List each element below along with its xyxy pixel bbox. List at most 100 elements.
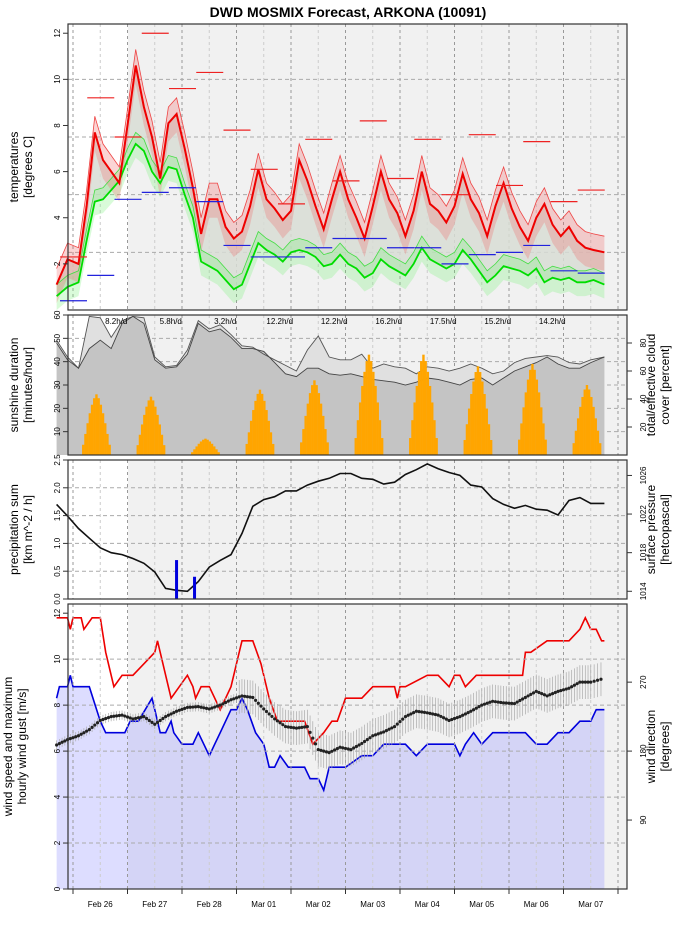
wind-direction-point [382,730,386,734]
precipitation-bar [175,560,179,599]
cloud-axis-title: total/effective cloud cover [percent] [644,334,672,437]
sunshine-bar [472,381,475,455]
sunshine-bar [524,392,528,455]
wind-direction-point [90,725,94,729]
wind-direction-point [561,688,566,692]
sunshine-bar [426,371,430,455]
sunshine-bar [215,449,218,455]
y-tick-label: 1.0 [53,537,62,549]
wind-direction-point [115,714,119,718]
sunshine-bar [520,423,523,455]
temperature-upper-line [56,49,605,269]
x-tick-label: Feb 26 [88,900,113,909]
x-tick-label: Mar 06 [524,900,549,909]
wind-direction-point [123,714,127,718]
wind-direction-point [452,716,457,721]
chart-title: DWD MOSMIX Forecast, ARKONA (10091) [210,4,487,20]
wind-direction-point [224,700,228,705]
sunshine-bar [256,393,259,455]
y-tick-label: 1014 [639,582,648,600]
wind-direction-point [458,715,462,719]
sunshine-bar [160,434,164,455]
wind-direction-point [172,710,176,715]
sunshine-axis-title: sunshine duration [minutes/hour] [7,338,35,433]
wind-direction-point [79,732,83,736]
sunshine-bar [409,438,412,455]
sunshine-bar [269,432,273,455]
wind-direction-axis-title: wind direction [degrees] [644,710,672,784]
sunshine-bar [140,424,144,455]
pressure-axis-title-line: surface pressure [644,484,658,574]
wind-direction-point [74,735,78,739]
wind-direction-point [564,687,568,691]
y-tick-label: 10 [53,654,62,663]
wind-direction-point [425,711,429,715]
wind-direction-point [270,714,274,719]
wind-direction-point [194,705,198,709]
wind-direction-point [542,693,547,697]
wind-direction-point [234,696,239,700]
sunshine-bar [483,393,486,455]
sunshine-bar [376,402,379,455]
wind-direction-point [174,709,179,713]
cloud-panel-y-axis: 20 40 60 80 [627,338,648,431]
effective-cloud-line [56,315,605,386]
wind-direction-point [240,694,244,698]
wind-direction-point [164,715,168,719]
pressure-axis-title: surface pressure [hetcopascal] [644,484,672,574]
wind-axis-title-line: hourly wind gust [m/s] [15,688,29,804]
wind-panel-background [68,604,627,889]
sunshine-bar [271,443,275,455]
x-tick-label: Mar 05 [469,900,494,909]
y-tick-label: 1022 [639,505,648,523]
wind-direction-point [343,746,348,751]
day-shading [346,604,455,889]
wind-direction-point [202,706,206,710]
precipitation-panel-grid [68,460,627,599]
wind-direction-point [575,682,579,686]
wind-direction-point [283,724,288,729]
wind-direction-point [387,727,391,731]
y-tick-label: 90 [639,815,648,824]
wind-direction-point [599,677,603,681]
sunshine-daily-label: 17.5h/d [430,317,457,326]
sunshine-bar [374,385,377,455]
wind-direction-point [226,699,230,703]
wind-direction-point [311,736,315,740]
sunshine-bar [247,432,251,455]
wind-direction-point [292,726,296,730]
sunshine-bar [213,446,216,455]
pressure-panel-y-axis: 1014 1018 1022 1026 [627,466,648,600]
wind-direction-point [131,717,135,721]
y-tick-label: 2 [53,261,62,266]
sunshine-bar [537,392,541,455]
wind-direction-point [548,693,552,697]
sunshine-bar [581,396,584,455]
wind-direction-point [556,689,560,693]
sunshine-bar [249,420,253,455]
sunshine-bar [433,420,436,455]
sunshine-panel-y-axis: 10 20 30 40 50 60 [53,310,68,436]
sunshine-bar [306,403,310,455]
wind-direction-point [57,742,61,746]
wind-direction-point [572,683,577,687]
wind-direction-point [461,713,465,717]
temperature-panel-y-axis: 2 4 6 8 10 12 [53,28,68,266]
wind-speed-area [56,675,605,889]
sunshine-daily-label: 14.2h/d [539,317,566,326]
sunshine-bar [145,406,148,455]
wind-direction-point [373,733,378,737]
wind-direction-point [251,695,255,700]
sunshine-bar [193,449,196,455]
sunshine-bar [108,444,111,455]
sunshine-bar [101,413,105,455]
sunshine-bar [428,385,432,455]
y-tick-label: 20 [53,403,62,412]
wind-axis-title-line: wind speed and maximum [1,677,15,817]
wind-direction-point [109,715,113,719]
wind-direction-point [463,712,467,716]
wind-direction-point [308,730,312,734]
x-tick-label: Mar 04 [415,900,440,909]
wind-direction-point [85,729,89,733]
